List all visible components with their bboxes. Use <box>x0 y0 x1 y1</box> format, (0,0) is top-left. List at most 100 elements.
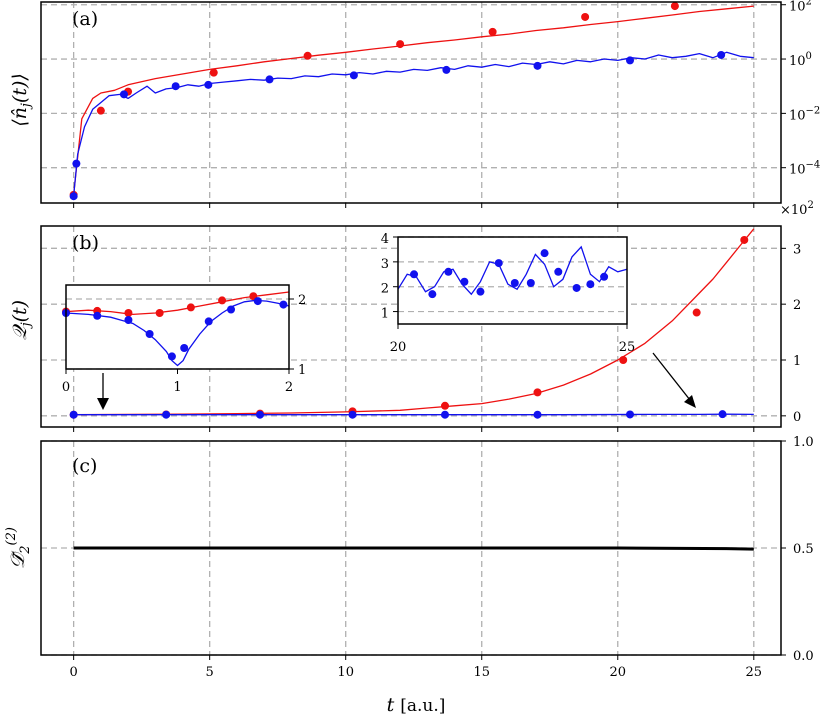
series-line-a-0 <box>72 5 754 195</box>
inset-left-marker-1-6 <box>204 317 213 326</box>
marker-b-1-2 <box>256 410 265 419</box>
marker-b-1-4 <box>441 410 450 419</box>
inset-right-marker-0-1 <box>428 290 437 299</box>
y-tick-label-a-2: 10−2 <box>789 105 820 123</box>
inset-left-marker-1-8 <box>253 297 262 306</box>
inset-left-marker-1-7 <box>227 305 236 314</box>
marker-b-0-8 <box>740 235 749 244</box>
marker-b-1-0 <box>69 410 78 419</box>
marker-a-1-3 <box>171 82 180 91</box>
inset-left-x-label-1: 1 <box>173 380 181 395</box>
marker-a-0-4 <box>303 51 312 60</box>
marker-b-0-6 <box>619 356 628 364</box>
marker-a-1-2 <box>119 90 128 99</box>
arrows-layer <box>97 352 696 410</box>
arrow-right-shaft <box>652 352 691 401</box>
y-tick-label-a-0: 102 <box>789 0 812 15</box>
marker-a-1-5 <box>265 75 274 84</box>
inset-left-y-label-0: 1 <box>298 363 306 378</box>
multiplier-label-b: ×102 <box>780 200 814 218</box>
x-axis-unit: [a.u.] <box>400 696 445 716</box>
marker-b-1-6 <box>626 410 635 419</box>
y-tick-label-c-0: 0.0 <box>793 649 814 664</box>
marker-a-1-0 <box>69 192 78 201</box>
x-axis-label: t [a.u.] <box>387 694 446 716</box>
inset-left-series-1 <box>65 299 290 367</box>
inset-left-marker-1-4 <box>167 352 176 361</box>
y-tick-label-b-2: 2 <box>793 298 801 313</box>
inset-left-x-label-0: 0 <box>62 380 70 395</box>
inset-right-marker-0-6 <box>510 278 519 287</box>
marker-a-1-6 <box>349 71 358 80</box>
inset-right-marker-0-4 <box>476 287 485 296</box>
y-axis-label-a: ⟨n̂j(t)⟩ <box>9 73 34 127</box>
inset-left-marker-1-3 <box>145 330 154 338</box>
inset-left-marker-1-5 <box>180 344 189 352</box>
marker-a-1-1 <box>72 159 81 168</box>
inset-right-y-label-2: 3 <box>381 257 389 272</box>
inset-right-y-label-1: 2 <box>381 282 389 297</box>
inset-right-y-label-3: 4 <box>381 232 389 247</box>
marker-b-1-3 <box>348 410 357 419</box>
panel-label-b: (b) <box>72 232 99 254</box>
marker-a-0-1 <box>96 106 105 115</box>
y-tick-label-a-1: 100 <box>789 51 812 69</box>
panel-label-c: (c) <box>72 455 97 477</box>
series-line-b-0 <box>73 228 755 416</box>
inset-left-marker-0-2 <box>124 309 133 317</box>
inset-left-marker-1-2 <box>124 316 133 324</box>
inset-right-marker-0-5 <box>494 259 503 268</box>
inset-right-marker-0-11 <box>586 280 595 289</box>
inset-right-marker-0-12 <box>600 272 609 281</box>
inset-left-marker-0-3 <box>155 309 164 317</box>
y-axis-label-b: 𝒬j(t) <box>9 300 34 340</box>
series-line-a-1 <box>72 51 754 197</box>
text-layer: (a) (b) (c) ⟨n̂j(t)⟩ 𝒬j(t) 𝒟̃2(2) ×102 t… <box>4 8 814 716</box>
arrow-left-head <box>97 398 109 410</box>
inset-right-marker-0-3 <box>460 277 469 286</box>
inset-right-y-label-0: 1 <box>381 307 389 322</box>
inset-right-x-label-0: 20 <box>390 340 407 355</box>
marker-a-0-3 <box>209 68 218 77</box>
marker-a-1-9 <box>626 56 635 65</box>
arrow-right-head <box>684 395 696 408</box>
inset-left-marker-0-4 <box>186 303 195 312</box>
y-axis-label-c: 𝒟̃2(2) <box>4 527 33 569</box>
marker-b-0-5 <box>533 388 542 397</box>
marker-a-1-7 <box>442 65 451 74</box>
inset-left-x-label-2: 2 <box>285 380 293 395</box>
x-tick-label-1: 5 <box>206 665 214 680</box>
marker-b-0-7 <box>692 308 701 317</box>
inset-right-marker-0-7 <box>526 278 535 287</box>
x-tick-label-5: 25 <box>746 665 763 680</box>
inset-right-marker-0-9 <box>554 267 563 276</box>
series-layer <box>69 2 755 551</box>
y-tick-label-b-3: 3 <box>793 242 801 257</box>
inset-left-marker-1-1 <box>93 311 102 320</box>
inset-left-marker-0-5 <box>218 296 227 305</box>
x-tick-label-2: 10 <box>337 665 354 680</box>
inset-right-frame <box>397 236 628 325</box>
series-line-b-1 <box>73 413 754 416</box>
inset-right-marker-0-8 <box>540 249 549 258</box>
marker-a-0-8 <box>670 2 679 11</box>
marker-b-1-5 <box>533 410 542 419</box>
inset-right-marker-0-0 <box>410 270 419 279</box>
inset-right-x-label-1: 25 <box>619 340 636 355</box>
frame-a <box>40 1 782 204</box>
inset-right-marker-0-2 <box>444 267 453 276</box>
marker-b-1-1 <box>162 410 171 419</box>
y-tick-label-b-0: 0 <box>793 410 801 425</box>
marker-a-1-8 <box>533 61 542 70</box>
y-tick-label-a-3: 10−4 <box>789 160 820 178</box>
inset-left-marker-1-9 <box>279 300 288 309</box>
x-axis-var: t <box>387 694 395 716</box>
series-line-c-0 <box>73 546 754 551</box>
marker-b-1-7 <box>718 410 727 419</box>
y-tick-label-b-1: 1 <box>793 354 801 369</box>
inset-right-marker-0-10 <box>572 283 581 292</box>
